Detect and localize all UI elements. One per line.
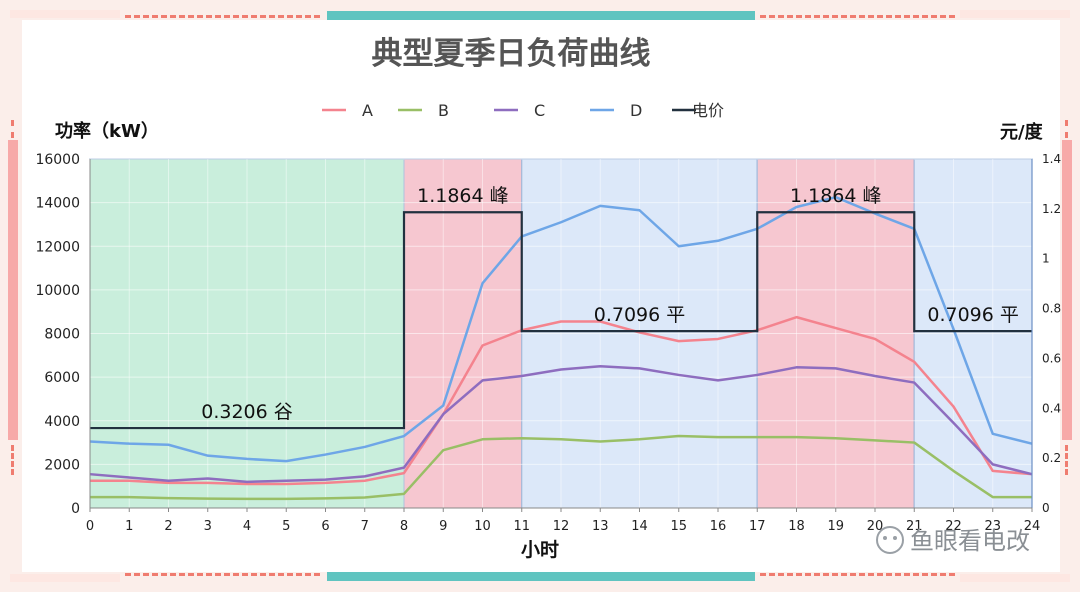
legend-label-4: 电价: [692, 101, 724, 120]
y-tick-label: 16000: [35, 152, 80, 168]
y2-tick-label: 1.2: [1042, 202, 1061, 216]
x-tick-label: 7: [361, 519, 369, 534]
y-tick-label: 10000: [35, 283, 80, 299]
x-tick-label: 6: [321, 519, 329, 534]
x-tick-label: 19: [827, 519, 844, 534]
x-tick-label: 0: [86, 519, 94, 534]
y2-tick-label: 0: [1042, 501, 1050, 515]
y2-tick-label: 0.8: [1042, 302, 1061, 316]
y-tick-label: 14000: [35, 196, 80, 212]
series-line-b: [90, 434, 1032, 501]
axes: 0 2000 4000 6000 8000 10000 12000 14000 16000 0 0.…: [35, 152, 1061, 534]
y-tick-label: 6000: [44, 370, 80, 386]
x-tick-label: 23: [984, 519, 1001, 534]
legend-label-0: A: [362, 101, 373, 120]
x-tick-label: 21: [906, 519, 923, 534]
x-tick-label: 12: [553, 519, 570, 534]
x-tick-label: 13: [592, 519, 609, 534]
period-label-1: 1.1864 峰: [417, 185, 509, 207]
x-tick-label: 10: [474, 519, 491, 534]
period-label-4: 0.7096 平: [927, 304, 1019, 326]
y2-tick-label: 0.4: [1042, 401, 1061, 415]
y-tick-label: 4000: [44, 414, 80, 430]
x-tick-label: 24: [1024, 519, 1041, 534]
x-tick-label: 9: [439, 519, 447, 534]
x-tick-label: 17: [749, 519, 766, 534]
x-tick-label: 1: [125, 519, 133, 534]
x-tick-label: 14: [631, 519, 648, 534]
series-line-a: [90, 315, 1033, 486]
price-step-line: [90, 211, 1032, 430]
y-tick-label: 0: [71, 501, 80, 517]
series-line-c: [89, 364, 1033, 484]
x-tick-label: 16: [710, 519, 727, 534]
period-label-2: 0.7096 平: [594, 304, 686, 326]
legend-label-1: B: [438, 101, 449, 120]
y2-tick-label: 1.4: [1042, 152, 1061, 166]
y2-axis-title: 元/度: [1000, 121, 1044, 143]
x-tick-label: 2: [164, 519, 172, 534]
period-label-0: 0.3206 谷: [201, 401, 293, 423]
y-tick-label: 2000: [44, 457, 80, 473]
y-axis-title: 功率（kW）: [55, 120, 159, 142]
legend: A B C D 电价: [322, 101, 724, 120]
wechat-icon: [876, 526, 904, 554]
x-axis-title: 小时: [521, 539, 559, 561]
x-tick-label: 5: [282, 519, 290, 534]
y2-tick-label: 0.2: [1042, 451, 1061, 465]
legend-label-3: D: [630, 101, 642, 120]
series-line-d: [89, 195, 1033, 463]
watermark-text: 鱼眼看电改: [910, 527, 1030, 555]
legend-label-2: C: [534, 101, 545, 120]
x-tick-label: 4: [243, 519, 251, 534]
y-tick-label: 8000: [44, 327, 80, 343]
x-tick-label: 15: [670, 519, 687, 534]
series-lines: [89, 195, 1033, 501]
x-tick-label: 3: [204, 519, 212, 534]
chart-title: 典型夏季日负荷曲线: [372, 36, 651, 72]
x-tick-label: 20: [867, 519, 884, 534]
price-step-path: [90, 211, 1032, 430]
x-tick-label: 8: [400, 519, 408, 534]
x-tick-label: 11: [513, 519, 530, 534]
period-labels: 0.3206 谷 1.1864 峰 0.7096 平 1.1864 峰 0.7096 平: [201, 185, 1019, 423]
period-label-3: 1.1864 峰: [790, 185, 882, 207]
y2-tick-label: 1: [1042, 252, 1050, 266]
y-tick-label: 12000: [35, 239, 80, 255]
x-tick-label: 18: [788, 519, 805, 534]
x-tick-label: 22: [945, 519, 962, 534]
y2-tick-label: 0.6: [1042, 351, 1061, 365]
watermark: 鱼眼看电改: [876, 526, 1030, 555]
